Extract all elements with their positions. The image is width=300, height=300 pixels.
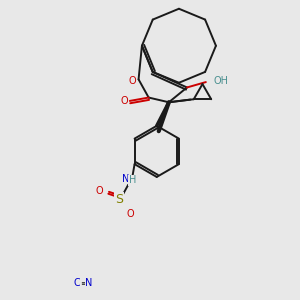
- Text: N: N: [122, 174, 130, 184]
- Text: H: H: [129, 175, 136, 185]
- Text: O: O: [126, 209, 134, 219]
- Text: C: C: [74, 278, 80, 288]
- Text: N: N: [85, 278, 92, 288]
- Text: OH: OH: [213, 76, 228, 86]
- Text: O: O: [95, 186, 103, 196]
- Text: O: O: [121, 96, 128, 106]
- Text: S: S: [115, 193, 123, 206]
- Text: ≡: ≡: [80, 279, 87, 288]
- Text: O: O: [129, 76, 136, 86]
